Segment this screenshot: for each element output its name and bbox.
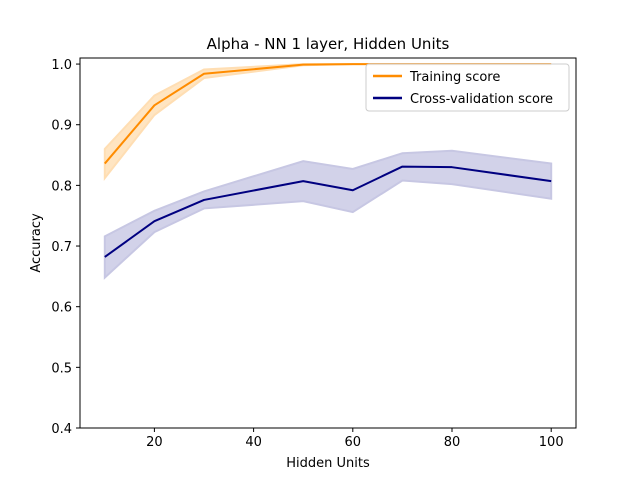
- x-axis-title: Hidden Units: [286, 456, 370, 471]
- legend-box: [365, 63, 570, 112]
- legend: Training score Cross-validation score: [365, 63, 570, 112]
- x-tick-label: 60: [345, 435, 362, 450]
- legend-label-cross-validation: Cross-validation score: [410, 92, 553, 107]
- y-tick-label: 0.6: [51, 301, 72, 316]
- x-axis-ticks: 20 40 60 80 100: [146, 428, 564, 450]
- y-tick-label: 1.0: [51, 58, 72, 73]
- y-tick-label: 0.7: [51, 240, 72, 255]
- band-cross-validation-score: [103, 149, 553, 280]
- plot-frame: [79, 57, 577, 429]
- legend-label-training: Training score: [409, 70, 500, 85]
- x-tick-label: 40: [245, 435, 262, 450]
- y-tick-label: 0.4: [51, 422, 72, 437]
- y-axis-ticks: 0.4 0.5 0.6 0.7 0.8 0.9 1.0: [51, 58, 80, 437]
- y-tick-label: 0.8: [51, 179, 72, 194]
- y-axis-title: Accuracy: [29, 213, 44, 273]
- x-tick-label: 100: [539, 435, 564, 450]
- series-line-cross-validation-score: [104, 165, 552, 258]
- x-tick-label: 20: [146, 435, 163, 450]
- x-tick-label: 80: [444, 435, 461, 450]
- y-tick-label: 0.5: [51, 361, 72, 376]
- chart-title: Alpha - NN 1 layer, Hidden Units: [207, 35, 450, 53]
- y-tick-label: 0.9: [51, 119, 72, 134]
